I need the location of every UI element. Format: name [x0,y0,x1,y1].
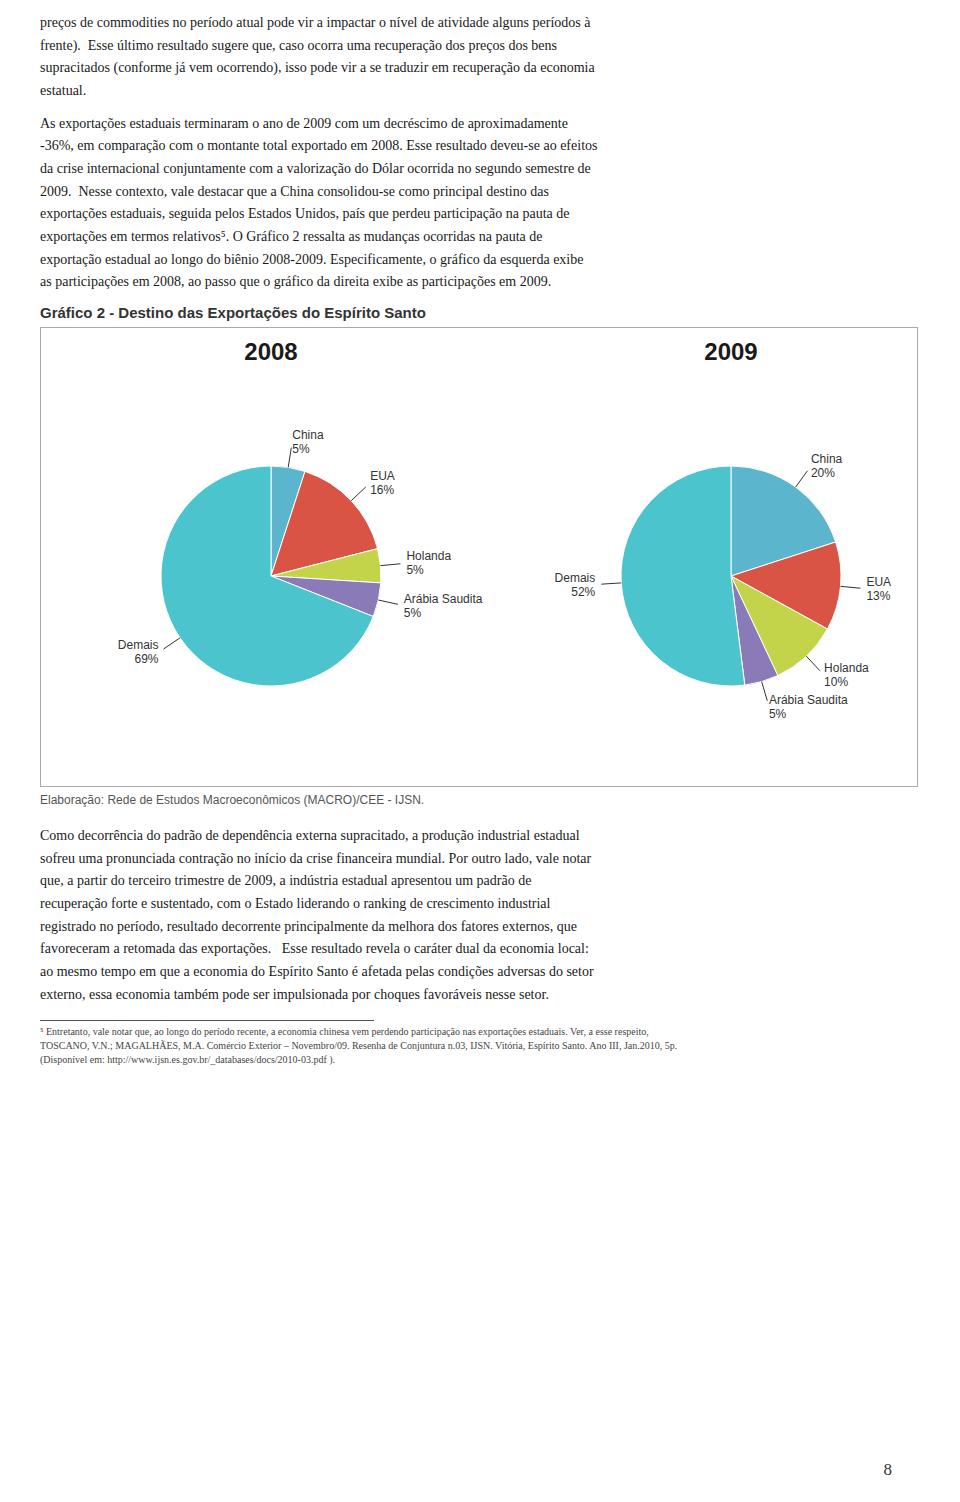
svg-text:EUA16%: EUA16% [370,469,395,497]
html-text:Gráfico 2 - Destino das Export: Gráfico 2 - Destino das Exportações do E… [40,304,426,322]
html-text:2009: 2009 [704,338,758,366]
svg-text:Arábia Saudita5%: Arábia Saudita5% [769,693,848,721]
html-text:As exportações estaduais termi: As exportações estaduais terminaram o an… [40,115,598,290]
svg-text:Arábia Saudita5%: Arábia Saudita5% [404,592,483,620]
html-text:2008: 2008 [244,338,298,366]
html-text:preços de commodities no perío: preços de commodities no período atual p… [40,15,595,98]
svg-text:China5%: China5% [292,428,324,456]
svg-text:China20%: China20% [811,452,843,480]
html-text:⁵ Entretanto, vale notar que,: ⁵ Entretanto, vale notar que, ao longo d… [40,1026,678,1066]
html-text:Elaboração: Rede de Estudos Ma: Elaboração: Rede de Estudos Macroeconômi… [40,793,425,808]
html-text:Como decorrência do padrão de: Como decorrência do padrão de dependênci… [40,828,594,1002]
svg-text:Holanda10%: Holanda10% [824,661,869,689]
svg-text:Holanda5%: Holanda5% [406,549,451,577]
html-text:8: 8 [883,1460,892,1479]
svg-text:Demais69%: Demais69% [118,639,159,667]
svg-text:Demais52%: Demais52% [555,571,596,599]
svg-text:EUA13%: EUA13% [866,575,891,603]
